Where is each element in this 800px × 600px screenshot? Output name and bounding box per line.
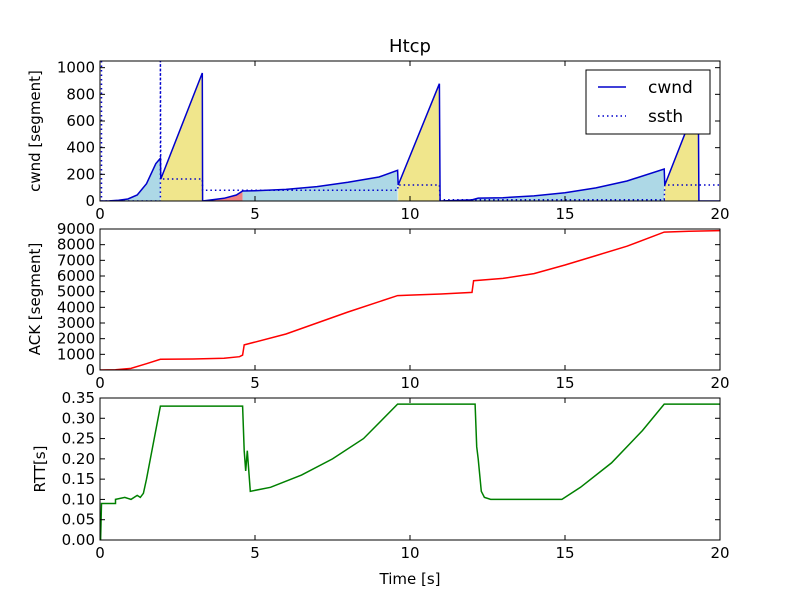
ack-ytick-label: 2000 xyxy=(57,330,95,348)
rtt-xtick-label: 5 xyxy=(250,544,260,562)
rtt-axes-frame xyxy=(99,397,721,541)
ylabel-cwnd: cwnd [segment] xyxy=(26,70,44,192)
rtt-ytick-label: 0.35 xyxy=(62,389,95,407)
cwnd-ytick-label: 1000 xyxy=(57,59,95,77)
ack-ytick-label: 6000 xyxy=(57,267,95,285)
cwnd-ytick-label: 400 xyxy=(66,139,95,157)
ack-xtick-label: 15 xyxy=(555,374,574,392)
chart-title: Htcp xyxy=(389,36,431,57)
ack-plot-area xyxy=(100,229,720,370)
cwnd-series-ssth xyxy=(100,61,720,201)
rtt-xtick-label: 20 xyxy=(710,544,729,562)
cwnd-state-band-to xyxy=(202,191,243,201)
cwnd-ytick-label: 0 xyxy=(85,192,95,210)
rtt-ytick-label: 0.25 xyxy=(62,430,95,448)
cwnd-state-band-ca xyxy=(100,158,161,201)
cwnd-ytick-label: 800 xyxy=(66,85,95,103)
cwnd-ytick-label: 200 xyxy=(66,165,95,183)
xlabel-time: Time [s] xyxy=(379,570,441,588)
rtt-ytick-label: 0.05 xyxy=(62,511,95,529)
rtt-xtick-label: 10 xyxy=(400,544,419,562)
cwnd-xtick-label: 15 xyxy=(555,205,574,223)
rtt-ytick-label: 0.15 xyxy=(62,470,95,488)
rtt-ytick-label: 0.30 xyxy=(62,409,95,427)
rtt-ytick-label: 0.20 xyxy=(62,450,95,468)
legend-cwnd-label: cwnd xyxy=(648,78,693,98)
ack-ytick-label: 7000 xyxy=(57,251,95,269)
ack-xtick-label: 10 xyxy=(400,374,419,392)
ack-ytick-label: 5000 xyxy=(57,283,95,301)
ack-ytick-label: 3000 xyxy=(57,314,95,332)
ack-ytick-label: 9000 xyxy=(57,220,95,238)
cwnd-plot-area xyxy=(100,61,720,201)
ylabel-ack: ACK [segment] xyxy=(26,243,44,356)
ack-series-ack xyxy=(100,229,720,370)
rtt-xtick-label: 0 xyxy=(95,544,105,562)
legend-ssth-label: ssth xyxy=(648,107,683,127)
cwnd-state-band-ca xyxy=(242,170,398,201)
cwnd-xtick-label: 10 xyxy=(400,205,419,223)
rtt-series-rtt xyxy=(100,403,720,540)
rtt-subplot: 0 5 10 15 20 0.00 0.05 0.10 0.15 0.20 0.25 0.30 0.35 xyxy=(62,389,730,562)
ack-xtick-label: 5 xyxy=(250,374,260,392)
cwnd-state-band-fr xyxy=(160,73,203,201)
cwnd-xtick-label: 5 xyxy=(250,205,260,223)
ack-xtick-label: 20 xyxy=(710,374,729,392)
cwnd-state-band-fr xyxy=(398,83,440,201)
ack-ytick-label: 1000 xyxy=(57,345,95,363)
ylabel-rtt: RTT[s] xyxy=(31,446,49,493)
rtt-xtick-label: 15 xyxy=(555,544,574,562)
legend-box xyxy=(585,69,711,135)
legend: cwnd ssth xyxy=(585,69,711,135)
cwnd-state-band-ca xyxy=(440,169,665,201)
rtt-plot-area xyxy=(100,403,720,540)
cwnd-xtick-label: 20 xyxy=(710,205,729,223)
rtt-ytick-label: 0.00 xyxy=(62,531,95,549)
rtt-ytick-label: 0.10 xyxy=(62,490,95,508)
ack-axes-frame xyxy=(99,228,721,371)
cwnd-series-cwnd xyxy=(100,72,720,201)
ack-ytick-label: 8000 xyxy=(57,236,95,254)
ack-ytick-label: 4000 xyxy=(57,298,95,316)
cwnd-xtick-label: 0 xyxy=(95,205,105,223)
ack-ytick-label: 0 xyxy=(85,361,95,379)
ack-xtick-label: 0 xyxy=(95,374,105,392)
ack-subplot: 0 5 10 15 20 01000200030004000500060007000800… xyxy=(57,220,730,392)
cwnd-ytick-label: 600 xyxy=(66,112,95,130)
